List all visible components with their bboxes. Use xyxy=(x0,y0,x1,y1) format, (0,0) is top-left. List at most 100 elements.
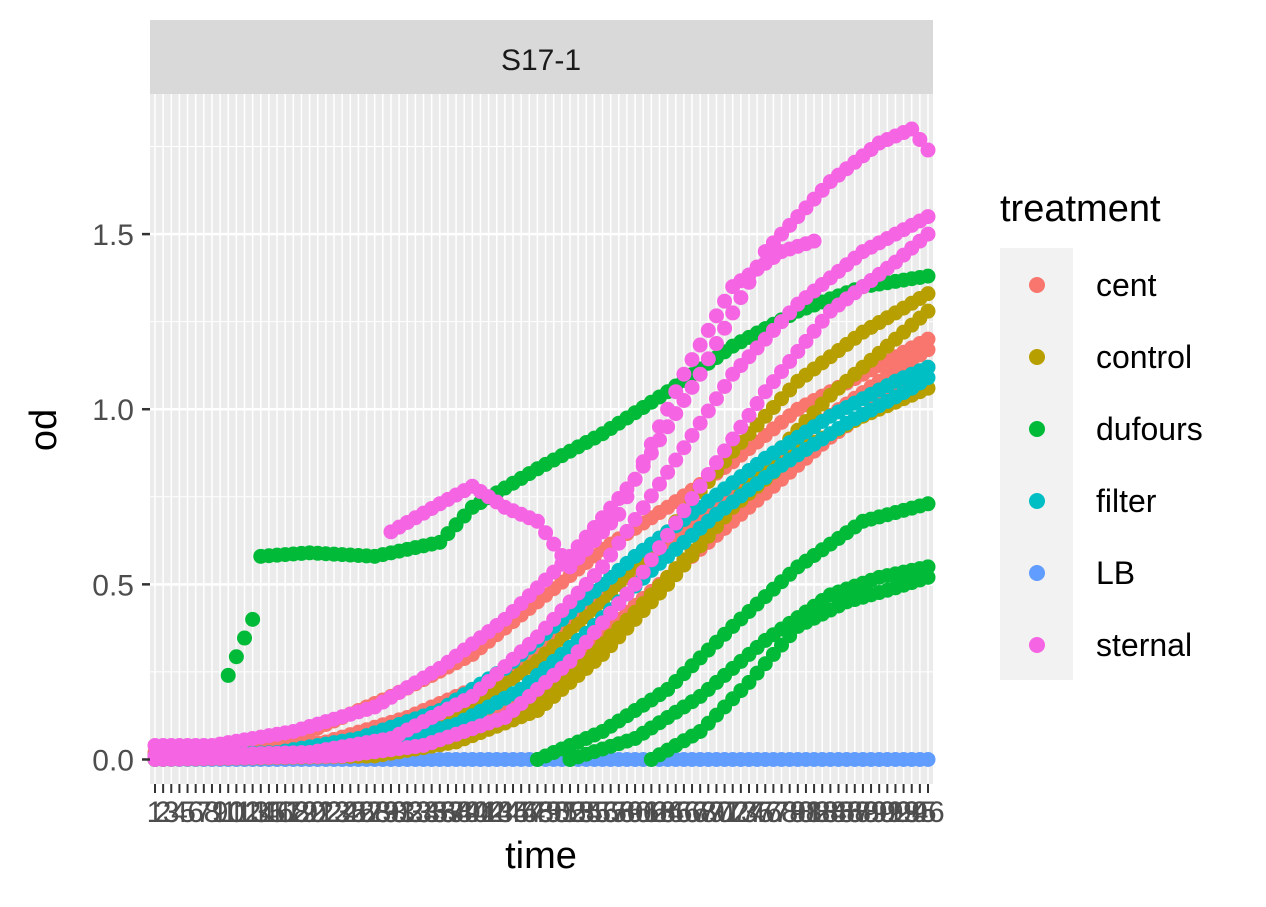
y-tick-label: 1.0 xyxy=(92,394,134,427)
point-sternal xyxy=(554,547,570,563)
x-tick-label: 40 xyxy=(456,796,489,829)
x-tick-label: 65 xyxy=(659,796,692,829)
point-sternal xyxy=(725,305,741,321)
point-dufours xyxy=(920,569,936,585)
point-sternal xyxy=(741,407,757,423)
x-tick-label: 9 xyxy=(212,796,229,829)
point-sternal xyxy=(912,132,928,148)
point-dufours xyxy=(228,649,244,665)
point-sternal xyxy=(708,391,724,407)
x-tick-label: 37 xyxy=(431,796,464,829)
x-tick-label: 59 xyxy=(610,796,643,829)
point-sternal xyxy=(765,374,781,390)
point-sternal xyxy=(733,290,749,306)
point-sternal xyxy=(692,478,708,494)
point-sternal xyxy=(806,323,822,339)
x-tick-label: 95 xyxy=(903,796,936,829)
legend-label-control: control xyxy=(1096,339,1192,375)
point-sternal xyxy=(611,506,627,522)
point-sternal xyxy=(643,436,659,452)
x-tick-label: 20 xyxy=(293,796,326,829)
x-tick-label: 26 xyxy=(342,796,375,829)
point-filter xyxy=(920,370,936,386)
x-tick-label: 23 xyxy=(317,796,350,829)
x-tick-label: 35 xyxy=(415,796,448,829)
x-tick-label: 71 xyxy=(708,796,741,829)
x-tick-label: 45 xyxy=(496,796,529,829)
legend-label-sternal: sternal xyxy=(1096,627,1192,663)
x-tick-label: 51 xyxy=(545,796,578,829)
x-tick-label: 11 xyxy=(221,796,252,829)
x-tick-label: 39 xyxy=(448,796,481,829)
legend-label-LB: LB xyxy=(1096,555,1135,591)
x-tick-label: 49 xyxy=(529,796,562,829)
y-tick-label: 0.5 xyxy=(92,569,134,602)
point-sternal xyxy=(668,515,684,531)
x-tick-label: 47 xyxy=(513,796,546,829)
legend-key-dufours xyxy=(1029,421,1045,437)
point-sternal xyxy=(708,308,724,324)
legend: treatment cent control dufours filter LB ster… xyxy=(1000,188,1203,680)
facet-strip xyxy=(150,20,933,94)
x-tick-label: 27 xyxy=(350,796,383,829)
point-control xyxy=(920,303,936,319)
y-axis-title: od xyxy=(23,409,65,451)
point-control xyxy=(920,286,936,302)
x-tick-label: 64 xyxy=(651,796,684,829)
point-sternal xyxy=(660,527,676,543)
point-sternal xyxy=(611,535,627,551)
x-tick-label: 53 xyxy=(561,796,594,829)
x-tick-label: 86 xyxy=(830,796,863,829)
x-tick-label: 82 xyxy=(797,796,830,829)
point-sternal xyxy=(700,351,716,367)
x-tick-label: 92 xyxy=(879,796,912,829)
x-tick-label: 17 xyxy=(269,796,302,829)
x-tick-label: 25 xyxy=(334,796,367,829)
x-tick-label: 61 xyxy=(627,796,660,829)
x-tick-label: 85 xyxy=(822,796,855,829)
x-tick-label: 13 xyxy=(236,796,269,829)
x-tick-label: 93 xyxy=(887,796,920,829)
point-sternal xyxy=(538,525,554,541)
point-sternal xyxy=(684,379,700,395)
point-sternal xyxy=(725,431,741,447)
y-axis: 0.0 0.5 1.0 1.5 xyxy=(92,219,150,777)
point-sternal xyxy=(692,337,708,353)
x-tick-label: 5 xyxy=(179,796,196,829)
x-tick-label: 89 xyxy=(854,796,887,829)
x-tick-label: 50 xyxy=(537,796,570,829)
point-sternal xyxy=(668,452,684,468)
point-sternal xyxy=(920,226,936,242)
point-sternal xyxy=(619,489,635,505)
x-tick-label: 54 xyxy=(570,796,603,829)
x-axis-title: time xyxy=(505,835,577,877)
x-tick-label: 76 xyxy=(749,796,782,829)
point-sternal xyxy=(651,540,667,556)
x-tick-label: 29 xyxy=(366,796,399,829)
x-tick-label: 75 xyxy=(740,796,773,829)
point-sternal xyxy=(660,401,676,417)
point-sternal xyxy=(717,320,733,336)
x-tick-label: 88 xyxy=(846,796,879,829)
point-sternal xyxy=(619,523,635,539)
point-sternal xyxy=(790,343,806,359)
point-sternal xyxy=(635,500,651,516)
point-sternal xyxy=(904,121,920,137)
x-tick-label: 52 xyxy=(553,796,586,829)
x-tick-label: 7 xyxy=(195,796,212,829)
x-tick-label: 77 xyxy=(757,796,790,829)
point-dufours xyxy=(245,611,261,627)
legend-key-filter xyxy=(1029,493,1045,509)
x-tick-label: 58 xyxy=(602,796,635,829)
data-points xyxy=(147,121,936,767)
x-tick-label: 1 xyxy=(147,796,164,829)
x-tick-label: 15 xyxy=(252,796,285,829)
point-sternal xyxy=(920,209,936,225)
x-tick-label: 68 xyxy=(683,796,716,829)
point-sternal xyxy=(733,419,749,435)
x-tick-label: 55 xyxy=(578,796,611,829)
x-tick-label: 67 xyxy=(675,796,708,829)
x-tick-label: 43 xyxy=(480,796,513,829)
point-sternal xyxy=(603,547,619,563)
